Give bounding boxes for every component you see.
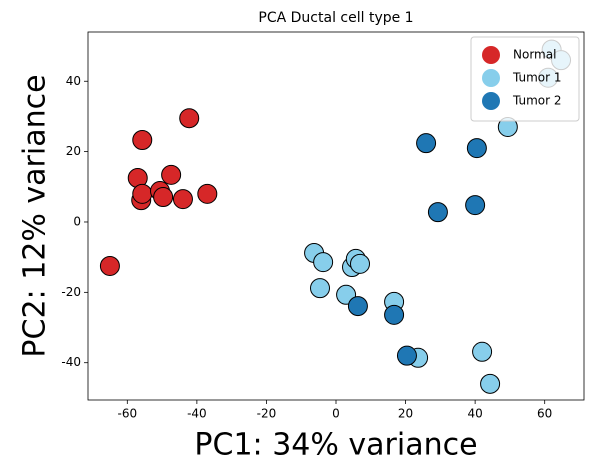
point: [153, 187, 174, 208]
point: [310, 278, 330, 299]
legend-label: Tumor 1: [512, 71, 562, 85]
point: [350, 253, 370, 274]
point: [466, 138, 487, 159]
point: [416, 133, 437, 154]
point: [396, 345, 417, 366]
point: [427, 202, 448, 223]
x-tick-label: 0: [332, 407, 340, 421]
point: [132, 183, 153, 204]
y-tick-label: -20: [61, 285, 81, 299]
legend-marker: [482, 46, 500, 64]
point: [384, 304, 405, 325]
x-tick-label: -40: [187, 407, 207, 421]
y-tick-label: -40: [61, 355, 81, 369]
point: [480, 373, 501, 394]
x-tick-label: 40: [467, 407, 482, 421]
point: [99, 255, 120, 276]
point: [465, 195, 486, 216]
x-tick-label: 20: [398, 407, 413, 421]
legend: Normal Tumor 1 Tumor 2: [470, 36, 580, 122]
x-tick-label: -20: [257, 407, 277, 421]
x-tick-label: 60: [537, 407, 552, 421]
y-axis-label: PC2: 12% variance: [18, 74, 53, 357]
y-tick-label: 0: [73, 214, 81, 228]
point: [472, 341, 493, 362]
y-tick-label: 20: [66, 144, 81, 158]
legend-label: Tumor 2: [512, 94, 562, 108]
plot-frame: [87, 31, 585, 401]
point: [179, 108, 200, 129]
point: [161, 164, 182, 185]
point: [132, 130, 153, 151]
legend-label: Normal: [513, 48, 556, 62]
point: [197, 183, 218, 204]
legend-marker: [482, 92, 500, 110]
chart-title: PCA Ductal cell type 1: [258, 10, 413, 26]
x-axis-label: PC1: 34% variance: [194, 428, 477, 463]
legend-marker: [482, 69, 500, 87]
point: [313, 252, 334, 273]
y-tick-label: 40: [66, 74, 81, 88]
point: [172, 189, 193, 210]
x-tick-label: -60: [117, 407, 137, 421]
point: [347, 296, 368, 317]
